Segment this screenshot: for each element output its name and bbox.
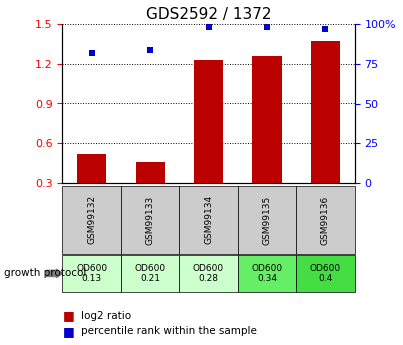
Bar <box>252 56 282 183</box>
Text: GSM99134: GSM99134 <box>204 195 213 245</box>
Bar <box>135 162 165 183</box>
Text: ■: ■ <box>62 309 74 322</box>
Text: OD600
0.21: OD600 0.21 <box>135 264 166 283</box>
Bar <box>311 41 340 183</box>
Text: log2 ratio: log2 ratio <box>81 311 131 321</box>
Text: percentile rank within the sample: percentile rank within the sample <box>81 326 256 336</box>
Point <box>264 24 270 30</box>
Text: OD600
0.28: OD600 0.28 <box>193 264 224 283</box>
Point <box>206 24 212 30</box>
Text: OD600
0.13: OD600 0.13 <box>76 264 107 283</box>
Text: ■: ■ <box>62 325 74 338</box>
Bar <box>77 154 106 183</box>
Point <box>147 47 153 52</box>
Bar <box>194 60 223 183</box>
Point <box>89 50 95 56</box>
Point <box>322 26 329 32</box>
Text: GSM99136: GSM99136 <box>321 195 330 245</box>
Text: GSM99133: GSM99133 <box>145 195 155 245</box>
Text: OD600
0.34: OD600 0.34 <box>251 264 283 283</box>
Text: GSM99135: GSM99135 <box>262 195 272 245</box>
Text: OD600
0.4: OD600 0.4 <box>310 264 341 283</box>
Title: GDS2592 / 1372: GDS2592 / 1372 <box>146 7 271 22</box>
Text: growth protocol: growth protocol <box>4 268 86 278</box>
Text: GSM99132: GSM99132 <box>87 195 96 245</box>
